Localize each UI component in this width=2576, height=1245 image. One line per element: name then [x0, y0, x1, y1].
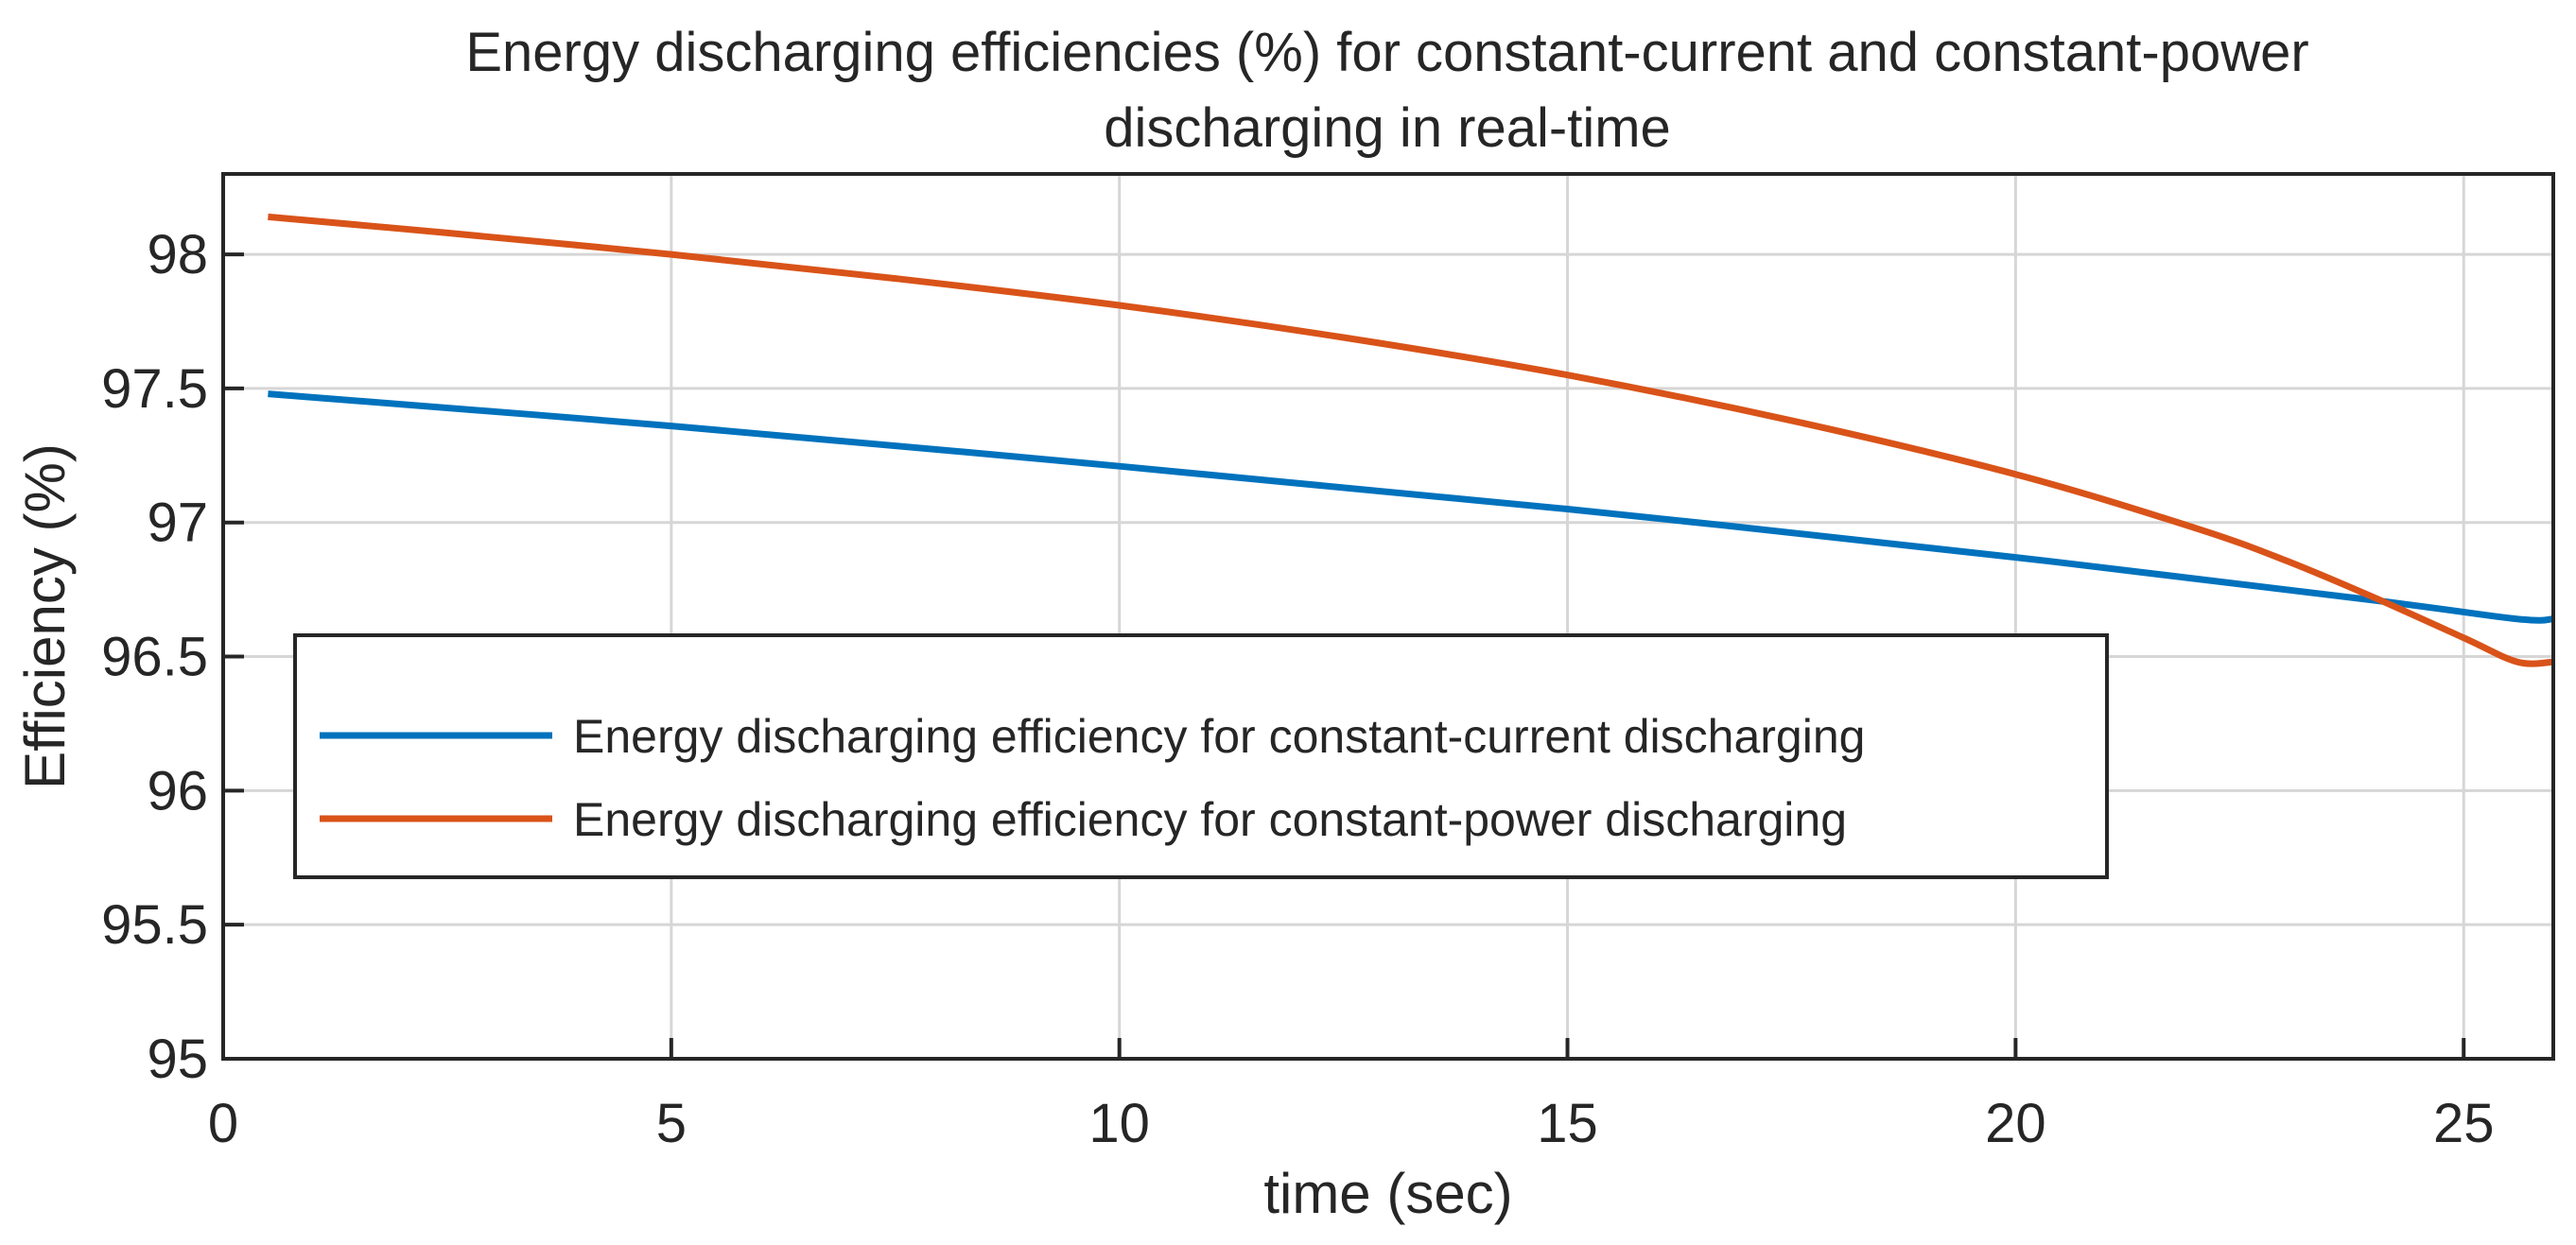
y-tick-label-97: 97	[147, 493, 208, 554]
plot-area	[221, 172, 2555, 1061]
plot-frame	[221, 172, 2555, 1061]
x-axis-ticks: 0 5 10 15 20 25	[208, 1038, 2495, 1154]
x-tick-label-10: 10	[1088, 1093, 1150, 1154]
legend: Energy discharging efficiency for consta…	[293, 633, 2109, 879]
x-tick-label-5: 5	[656, 1093, 687, 1154]
legend-box	[293, 633, 2109, 879]
y-tick-label-97.5: 97.5	[101, 358, 208, 420]
x-tick-label-0: 0	[208, 1093, 238, 1154]
y-tick-label-98: 98	[147, 224, 208, 285]
legend-label-constant-power: Energy discharging efficiency for consta…	[573, 793, 1847, 846]
x-tick-label-15: 15	[1537, 1093, 1598, 1154]
x-tick-label-20: 20	[1985, 1093, 2046, 1154]
y-axis-label: Efficiency (%)	[13, 443, 77, 789]
legend-label-constant-current: Energy discharging efficiency for consta…	[573, 710, 1865, 763]
chart-title-line-2: discharging in real-time	[1104, 97, 1671, 159]
y-axis-ticks: 95 95.5 96 96.5 97 97.5 98	[101, 224, 244, 1090]
series-line-constant-power	[268, 213, 2554, 667]
x-axis-label: time (sec)	[1263, 1162, 1512, 1225]
y-tick-label-95.5: 95.5	[101, 894, 208, 956]
y-tick-label-95: 95	[147, 1029, 208, 1090]
y-tick-label-96.5: 96.5	[101, 627, 208, 688]
series-layer	[268, 213, 2554, 667]
y-tick-label-96: 96	[147, 760, 208, 821]
plot-background	[223, 174, 2553, 1059]
chart-title-line-1: Energy discharging efficiencies (%) for …	[465, 22, 2308, 83]
x-tick-label-25: 25	[2433, 1093, 2495, 1154]
